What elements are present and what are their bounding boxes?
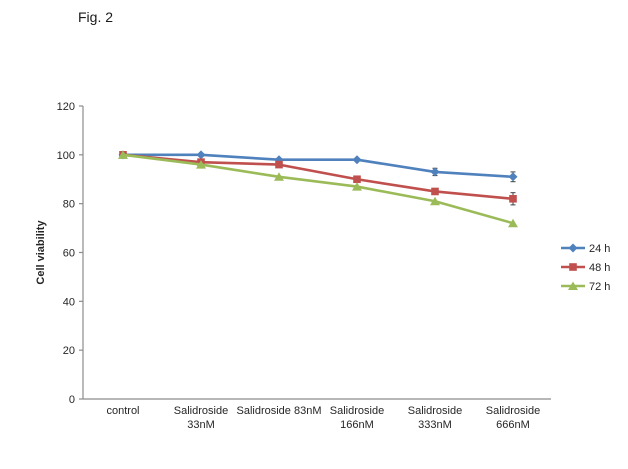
y-tick-label: 60 <box>63 247 75 259</box>
y-tick-label: 100 <box>57 150 75 162</box>
legend-item-24-h: 24 h <box>561 243 610 255</box>
y-axis-title: Cell viability <box>35 220 47 285</box>
data-point-marker <box>353 175 361 184</box>
data-point-marker <box>196 160 206 169</box>
data-point-marker <box>352 182 362 191</box>
legend-item-72-h: 72 h <box>561 281 610 293</box>
legend-marker <box>568 243 578 253</box>
y-tick-label: 20 <box>63 345 75 357</box>
data-point-marker <box>275 160 283 169</box>
y-tick-label: 80 <box>63 199 75 211</box>
data-point-marker <box>431 187 439 196</box>
legend-marker <box>569 263 577 271</box>
y-tick-label: 40 <box>63 296 75 308</box>
data-point-marker <box>274 172 284 181</box>
series-line <box>121 153 515 201</box>
y-tick-label: 0 <box>69 394 75 406</box>
data-point-marker <box>118 150 128 159</box>
series-24-h <box>118 150 518 183</box>
data-point-marker <box>509 194 517 203</box>
legend-label: 72 h <box>589 281 610 293</box>
data-point-marker <box>430 167 440 177</box>
legend-marker <box>568 281 578 290</box>
x-category-label: control <box>106 405 139 417</box>
figure-label: Fig. 2 <box>78 9 114 25</box>
legend-label: 24 h <box>589 243 610 255</box>
data-point-marker <box>508 218 518 228</box>
x-category-label: Salidroside 83nM <box>237 405 322 417</box>
data-point-marker <box>352 155 362 165</box>
legend-label: 48 h <box>589 262 610 274</box>
legend-item-48-h: 48 h <box>561 262 610 274</box>
series-line <box>121 153 515 225</box>
data-point-marker <box>196 150 206 160</box>
x-category-label: Salidroside 333nM <box>408 405 462 431</box>
series-line <box>121 153 515 179</box>
data-point-marker <box>430 196 440 206</box>
y-tick-label: 120 <box>57 101 75 113</box>
x-category-label: Salidroside 666nM <box>486 405 540 431</box>
x-category-label: Salidroside 166nM <box>330 405 384 431</box>
series-72-h <box>118 150 518 228</box>
data-point-marker <box>508 172 518 182</box>
x-category-label: Salidroside 33nM <box>174 405 228 431</box>
